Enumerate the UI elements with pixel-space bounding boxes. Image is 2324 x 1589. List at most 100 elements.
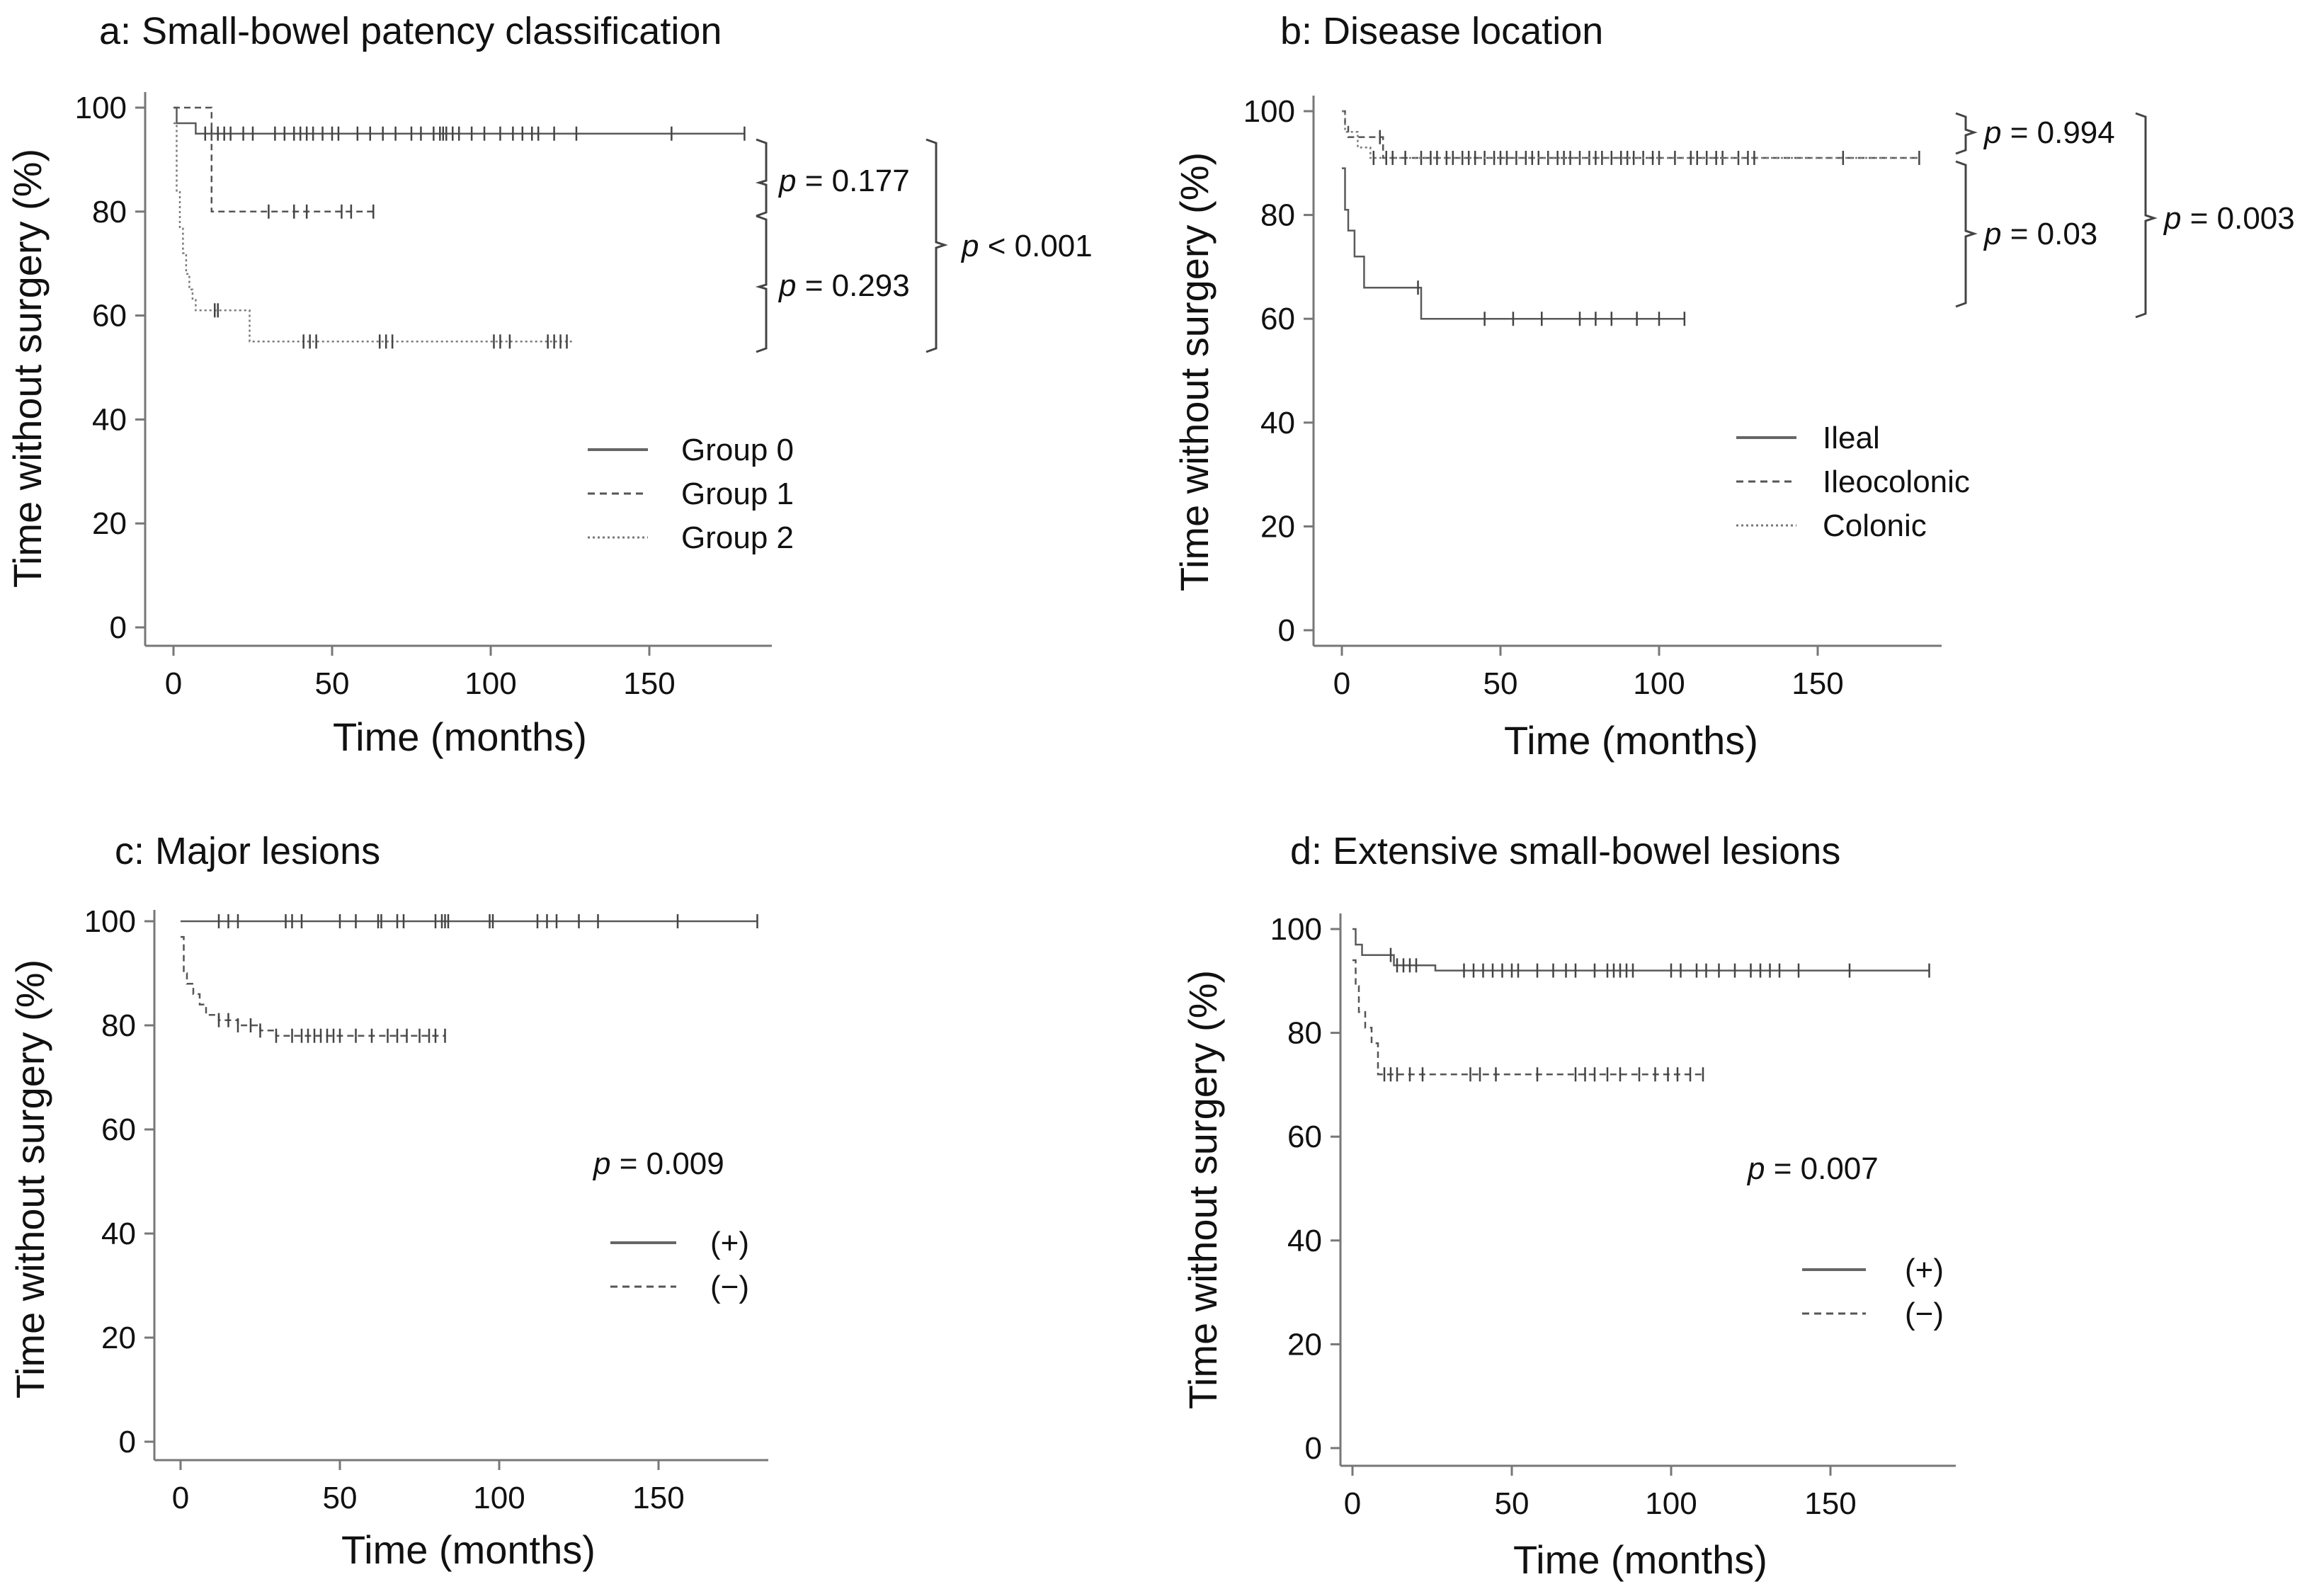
pvalue-symbol: p	[960, 229, 979, 263]
x-tick-label: 150	[1792, 666, 1843, 701]
bracket-group0-group2	[925, 138, 948, 353]
km-curve-series-0	[1352, 928, 1930, 972]
y-tick-label: 100	[1270, 912, 1322, 947]
legend-label-ileocolonic: Ileocolonic	[1823, 465, 1970, 499]
panel-d-title: d: Extensive small-bowel lesions	[1290, 830, 1840, 872]
pvalue-symbol: p	[2163, 201, 2181, 236]
x-tick-label: 150	[632, 1481, 684, 1515]
y-tick-label: 100	[75, 91, 127, 125]
panel-b-x-axis-label: Time (months)	[1504, 718, 1758, 763]
panel-d-y-tick-labels: 0 20 40 60 80 100	[1270, 912, 1340, 1466]
y-tick-label: 100	[84, 904, 136, 939]
y-tick-label: 40	[92, 402, 127, 437]
x-tick-label: 150	[1804, 1486, 1856, 1521]
legend-label-group-1: Group 1	[681, 477, 794, 511]
bracket-group0-group1	[755, 138, 768, 217]
panel-c-y-axis-label: Time without surgery (%)	[8, 959, 52, 1399]
legend-label-ileal: Ileal	[1823, 421, 1880, 455]
pvalue-value: = 0.994	[2001, 115, 2114, 150]
y-tick-label: 60	[92, 299, 127, 334]
panel-c-legend: (+) (−)	[610, 1226, 749, 1304]
panel-b-axes	[1312, 96, 1942, 647]
pvalue-value: = 0.03	[2001, 217, 2097, 251]
panel-d-axes	[1339, 913, 1956, 1467]
y-tick-label: 20	[1260, 509, 1295, 544]
panel-d-plot-area	[1352, 928, 1930, 1082]
panel-a-pvalue-2: p < 0.001	[960, 229, 1093, 263]
panel-b-y-axis-label: Time without surgery (%)	[1172, 152, 1217, 591]
pvalue-symbol: p	[777, 268, 796, 303]
pvalue-symbol: p	[1983, 217, 2001, 251]
panel-d-x-axis-label: Time (months)	[1513, 1537, 1767, 1582]
panel-a-brackets	[755, 138, 948, 353]
x-tick-label: 50	[1483, 666, 1518, 701]
x-tick-label: 50	[1495, 1486, 1530, 1521]
y-tick-label: 20	[92, 506, 127, 541]
y-tick-label: 60	[1260, 302, 1295, 336]
bracket-ileocolonic-colonic	[1955, 112, 1978, 155]
panel-a-x-tick-labels: 0 50 100 150	[165, 646, 676, 701]
km-curve-ileal	[1342, 167, 1685, 320]
panel-d-pvalue: p = 0.007	[1746, 1151, 1879, 1186]
panel-b-pvalue-0: p = 0.994	[1983, 115, 2115, 150]
y-tick-label: 20	[101, 1321, 136, 1355]
y-tick-label: 0	[1305, 1431, 1322, 1466]
y-tick-label: 60	[101, 1112, 136, 1147]
pvalue-symbol: p	[1983, 115, 2001, 150]
x-tick-label: 100	[465, 666, 516, 701]
km-curve-group-2	[173, 122, 574, 343]
y-tick-label: 60	[1287, 1120, 1322, 1154]
panel-b-plot-area	[1342, 110, 1920, 326]
pvalue-value: = 0.177	[796, 164, 909, 198]
panel-a-axes	[144, 92, 772, 647]
panel-b-pvalue-2: p = 0.003	[2163, 201, 2295, 236]
panel-a-pvalue-1: p = 0.293	[777, 268, 910, 303]
panel-c-pvalue: p = 0.009	[592, 1146, 724, 1181]
panel-d: d: Extensive small-bowel lesions 0 20 40 60…	[1180, 830, 1956, 1582]
panel-a-pvalue-0: p = 0.177	[777, 164, 910, 198]
x-tick-label: 100	[1645, 1486, 1697, 1521]
panel-a-title: a: Small-bowel patency classification	[99, 10, 722, 52]
panel-d-x-tick-labels: 0 50 100 150	[1344, 1466, 1857, 1521]
pvalue-symbol: p	[592, 1146, 610, 1181]
panel-c-axes	[153, 910, 768, 1462]
panel-a-x-axis-label: Time (months)	[333, 714, 587, 759]
panel-b-y-tick-labels: 0 20 40 60 80 100	[1243, 94, 1314, 648]
km-curve-series-1	[181, 935, 445, 1037]
panel-a-y-axis-label: Time without surgery (%)	[5, 149, 50, 588]
bracket-group1-group2	[755, 215, 768, 353]
panel-b-pvalue-1: p = 0.03	[1983, 217, 2097, 251]
legend-label-group-0: Group 0	[681, 433, 794, 467]
y-tick-label: 20	[1287, 1327, 1322, 1362]
x-tick-label: 150	[623, 666, 675, 701]
panel-b-x-tick-labels: 0 50 100 150	[1333, 646, 1844, 701]
pvalue-symbol: p	[1746, 1151, 1765, 1186]
panel-c-title: c: Major lesions	[115, 830, 380, 872]
bracket-ileocolonic-ileal	[1955, 160, 1978, 308]
panel-c-x-axis-label: Time (months)	[341, 1527, 596, 1572]
panel-b-title: b: Disease location	[1280, 10, 1603, 52]
legend-label-colonic: Colonic	[1823, 508, 1927, 543]
km-curve-series-1	[1352, 959, 1703, 1076]
pvalue-value: = 0.293	[796, 268, 909, 303]
legend-label-positive: (+)	[710, 1226, 749, 1260]
km-curve-ileocolonic	[1342, 110, 1920, 159]
panel-a: a: Small-bowel patency classification 0 2…	[5, 10, 1093, 759]
km-curve-group-1	[173, 106, 377, 213]
x-tick-label: 50	[315, 666, 350, 701]
legend-label-negative: (−)	[1905, 1297, 1944, 1331]
panel-d-y-axis-label: Time without surgery (%)	[1180, 970, 1225, 1409]
legend-label-group-2: Group 2	[681, 520, 794, 555]
y-tick-label: 0	[110, 610, 127, 645]
panel-b-legend: Ileal Ileocolonic Colonic	[1736, 421, 1970, 543]
legend-label-positive: (+)	[1905, 1253, 1944, 1287]
panel-a-plot-area	[173, 106, 746, 349]
x-tick-label: 0	[172, 1481, 189, 1515]
x-tick-label: 50	[323, 1481, 358, 1515]
y-tick-label: 0	[119, 1425, 136, 1459]
panel-c-y-tick-labels: 0 20 40 60 80 100	[84, 904, 154, 1459]
y-tick-label: 40	[101, 1217, 136, 1251]
x-tick-label: 100	[473, 1481, 525, 1515]
x-tick-label: 0	[1344, 1486, 1361, 1521]
